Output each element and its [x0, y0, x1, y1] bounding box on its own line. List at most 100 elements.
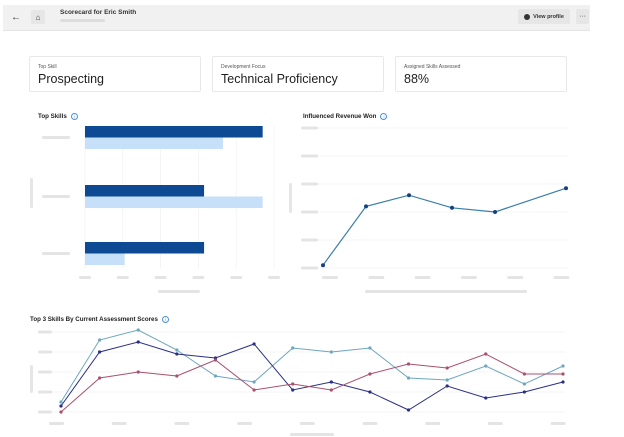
arrow-left-icon: ←: [11, 11, 21, 23]
series-point-3: [213, 358, 218, 362]
home-button[interactable]: ⌂: [31, 10, 45, 24]
series-point-3: [252, 388, 256, 392]
series-point-3: [445, 366, 449, 370]
card-value: Prospecting: [38, 72, 105, 86]
card-label: Assigned Skills Assessed: [404, 64, 461, 70]
bar-secondary: [85, 196, 263, 208]
y-tick-label: [301, 182, 318, 186]
back-button[interactable]: ←: [9, 10, 23, 24]
series-point-1: [329, 350, 333, 354]
x-tick-label: [49, 422, 64, 425]
series-point-3: [406, 362, 411, 366]
series-point-1: [213, 374, 218, 378]
x-tick-label: [368, 276, 385, 279]
x-axis-title: [365, 290, 527, 293]
view-profile-button[interactable]: View profile: [518, 9, 570, 24]
series-point-1: [175, 348, 179, 352]
series-point-1: [406, 376, 411, 380]
page-title: Scorecard for Eric Smith: [60, 9, 137, 16]
series-point-3: [59, 410, 63, 414]
x-tick-label: [116, 276, 129, 279]
revenue-point: [364, 204, 369, 209]
assessment-title: Top 3 Skills By Current Assessment Score…: [30, 316, 169, 323]
x-tick-label: [553, 276, 570, 279]
series-line-3: [60, 353, 563, 413]
y-axis-title: [30, 365, 33, 393]
subtitle-placeholder: [60, 19, 105, 22]
y-tick-label: [301, 238, 318, 242]
y-tick-label: [42, 136, 70, 139]
series-point-3: [368, 372, 372, 376]
series-point-3: [291, 382, 295, 386]
series-point-2: [98, 350, 102, 354]
series-point-2: [368, 390, 372, 394]
info-icon[interactable]: i: [70, 113, 78, 120]
revenue-line: [322, 187, 567, 266]
series-point-3: [484, 352, 488, 356]
x-tick-label: [550, 422, 566, 425]
y-tick-label: [38, 390, 52, 394]
series-point-1: [445, 378, 449, 382]
series-point-2: [484, 396, 488, 400]
series-point-2: [406, 408, 411, 412]
info-icon[interactable]: i: [161, 316, 169, 323]
y-tick-label: [38, 410, 52, 414]
more-options-button[interactable]: ···: [576, 9, 589, 24]
home-icon: ⌂: [35, 12, 41, 22]
x-tick-label: [237, 422, 253, 425]
y-tick-label: [42, 195, 70, 198]
series-point-1: [59, 400, 63, 404]
series-point-2: [59, 404, 63, 408]
revenue-point: [564, 186, 568, 191]
development-focus-card: Development Focus Technical Proficiency: [212, 56, 384, 92]
y-tick-label: [301, 266, 318, 270]
x-tick-label: [322, 276, 338, 279]
series-point-3: [329, 388, 333, 392]
y-tick-label: [42, 252, 70, 255]
x-tick-label: [299, 422, 315, 425]
revenue-title: Influenced Revenue Won i: [303, 113, 388, 120]
revenue-point: [450, 205, 455, 210]
x-tick-label: [192, 276, 205, 279]
series-point-1: [98, 338, 102, 342]
card-value: Technical Proficiency: [221, 72, 338, 86]
x-axis-title: [158, 290, 200, 293]
top-bar: [3, 5, 590, 31]
skills-assessed-card: Assigned Skills Assessed 88%: [395, 56, 567, 92]
x-tick-label: [154, 276, 167, 279]
x-axis-title: [290, 433, 334, 436]
x-tick-label: [425, 422, 441, 425]
x-tick-label: [230, 276, 243, 279]
series-point-1: [368, 346, 372, 350]
series-point-1: [484, 364, 488, 368]
series-point-3: [136, 370, 140, 374]
card-value: 88%: [404, 72, 430, 86]
series-point-1: [561, 364, 565, 368]
y-axis-title: [289, 183, 292, 213]
series-point-2: [561, 380, 565, 384]
bar-secondary: [85, 137, 223, 149]
y-tick-label: [301, 210, 318, 214]
y-tick-label: [38, 370, 52, 374]
x-tick-label: [414, 276, 431, 279]
card-label: Development Focus: [221, 64, 266, 70]
x-tick-label: [174, 422, 190, 425]
series-line-1: [60, 329, 564, 403]
x-tick-label: [111, 422, 127, 425]
x-tick-label: [79, 276, 91, 279]
y-tick-label: [301, 154, 318, 158]
x-tick-label: [268, 276, 280, 279]
x-tick-label: [507, 276, 524, 279]
info-icon[interactable]: i: [380, 113, 388, 120]
bar-secondary: [85, 253, 125, 265]
bar-primary: [85, 242, 205, 254]
y-tick-label: [38, 350, 52, 354]
x-tick-label: [460, 276, 477, 279]
series-point-1: [252, 380, 256, 384]
series-point-2: [522, 390, 526, 394]
series-point-2: [136, 340, 140, 344]
bar-primary: [85, 185, 205, 197]
revenue-point: [407, 193, 412, 198]
x-tick-label: [362, 422, 378, 425]
